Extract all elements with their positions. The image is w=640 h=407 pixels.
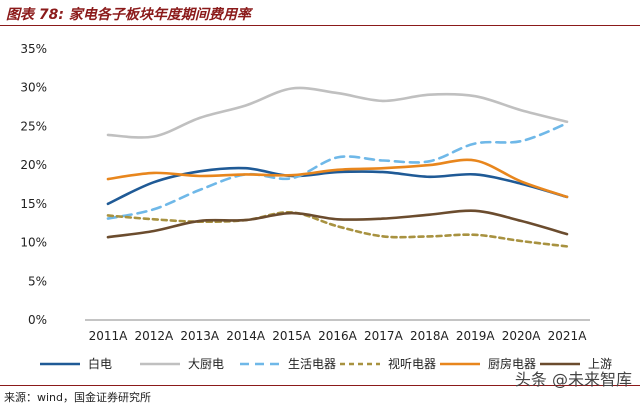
series-line-4 <box>106 158 569 199</box>
x-tick-label: 2015A <box>272 329 312 343</box>
y-axis: 0% 5% 10% 15% 20% 25% 30% 35% <box>20 42 47 327</box>
x-tick-label: 2021A <box>548 329 588 343</box>
x-tick-label: 2016A <box>318 329 358 343</box>
legend-label-4: 厨房电器 <box>488 356 536 371</box>
source-note: 来源：wind，国金证券研究所 <box>4 391 152 404</box>
y-tick-label: 35% <box>20 42 47 56</box>
y-tick-label: 5% <box>28 274 47 288</box>
legend-label-1: 大厨电 <box>188 357 224 371</box>
chart-title: 图表 78: 家电各子板块年度期间费用率 <box>6 7 251 23</box>
y-tick-label: 10% <box>20 236 47 250</box>
series-line-2 <box>106 122 569 220</box>
x-tick-label: 2019A <box>456 329 496 343</box>
legend: 白电 大厨电 生活电器 视听电器 厨房电器 上游 <box>40 356 612 371</box>
y-tick-label: 15% <box>20 197 47 211</box>
title-bar: 图表 78: 家电各子板块年度期间费用率 <box>0 0 640 24</box>
x-tick-label: 2011A <box>89 329 129 343</box>
x-tick-label: 2017A <box>364 329 404 343</box>
series-line-1 <box>106 86 569 139</box>
x-axis: 2011A 2012A 2013A 2014A 2015A 2016A 2017A 2018A… <box>85 319 590 343</box>
y-tick-label: 30% <box>20 81 47 95</box>
x-tick-label: 2014A <box>226 329 266 343</box>
plot-series <box>106 86 569 248</box>
line-chart: 0%5%10%15%20%25%30%35% 2011A 2012A 2013A 20… <box>20 42 612 371</box>
title-rule <box>0 25 640 26</box>
x-tick-label: 2013A <box>180 329 220 343</box>
y-tick-label: 0% <box>28 313 47 327</box>
source-rule <box>0 385 640 386</box>
watermark: 头条 @未来智库 <box>514 370 632 389</box>
legend-label-2: 生活电器 <box>288 357 336 371</box>
x-tick-label: 2020A <box>502 329 542 343</box>
series-line-5 <box>106 209 569 239</box>
legend-label-0: 白电 <box>88 356 112 371</box>
legend-label-3: 视听电器 <box>388 356 436 371</box>
y-tick-label: 20% <box>20 158 47 172</box>
series-line-3 <box>106 211 569 248</box>
y-tick-label: 25% <box>20 119 47 133</box>
legend-label-5: 上游 <box>588 357 612 371</box>
series-line-0 <box>106 166 569 206</box>
x-tick-label: 2018A <box>410 329 450 343</box>
x-tick-label: 2012A <box>134 329 174 343</box>
